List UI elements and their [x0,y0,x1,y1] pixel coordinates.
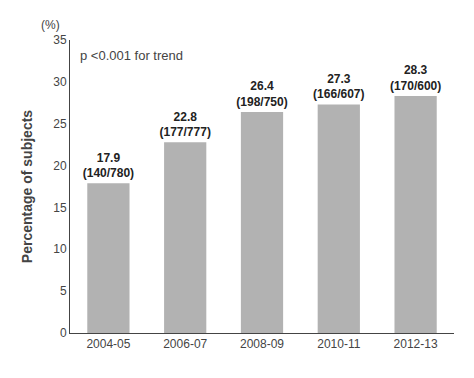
svg-text:28.3(170/600): 28.3(170/600) [390,63,441,93]
svg-text:(%): (%) [41,18,60,32]
svg-text:2006-07: 2006-07 [163,337,207,351]
svg-text:5: 5 [60,284,67,298]
svg-text:2010-11: 2010-11 [317,337,360,351]
svg-text:2004-05: 2004-05 [86,337,130,351]
svg-text:30: 30 [53,75,67,89]
svg-text:17.9(140/780): 17.9(140/780) [83,151,134,181]
svg-text:25: 25 [53,117,67,131]
svg-text:0: 0 [60,326,67,340]
svg-text:22.8(177/777): 22.8(177/777) [160,110,211,140]
svg-text:10: 10 [53,242,67,256]
svg-text:35: 35 [53,33,67,47]
svg-text:2008-09: 2008-09 [240,337,284,351]
svg-text:20: 20 [53,159,67,173]
svg-text:27.3(166/607): 27.3(166/607) [313,72,364,102]
svg-text:26.4(198/750): 26.4(198/750) [236,79,287,109]
svg-text:p <0.001 for trend: p <0.001 for trend [80,48,183,63]
svg-text:2012-13: 2012-13 [394,337,438,351]
svg-text:Percentage of subjects: Percentage of subjects [19,110,35,263]
svg-text:15: 15 [53,201,67,215]
